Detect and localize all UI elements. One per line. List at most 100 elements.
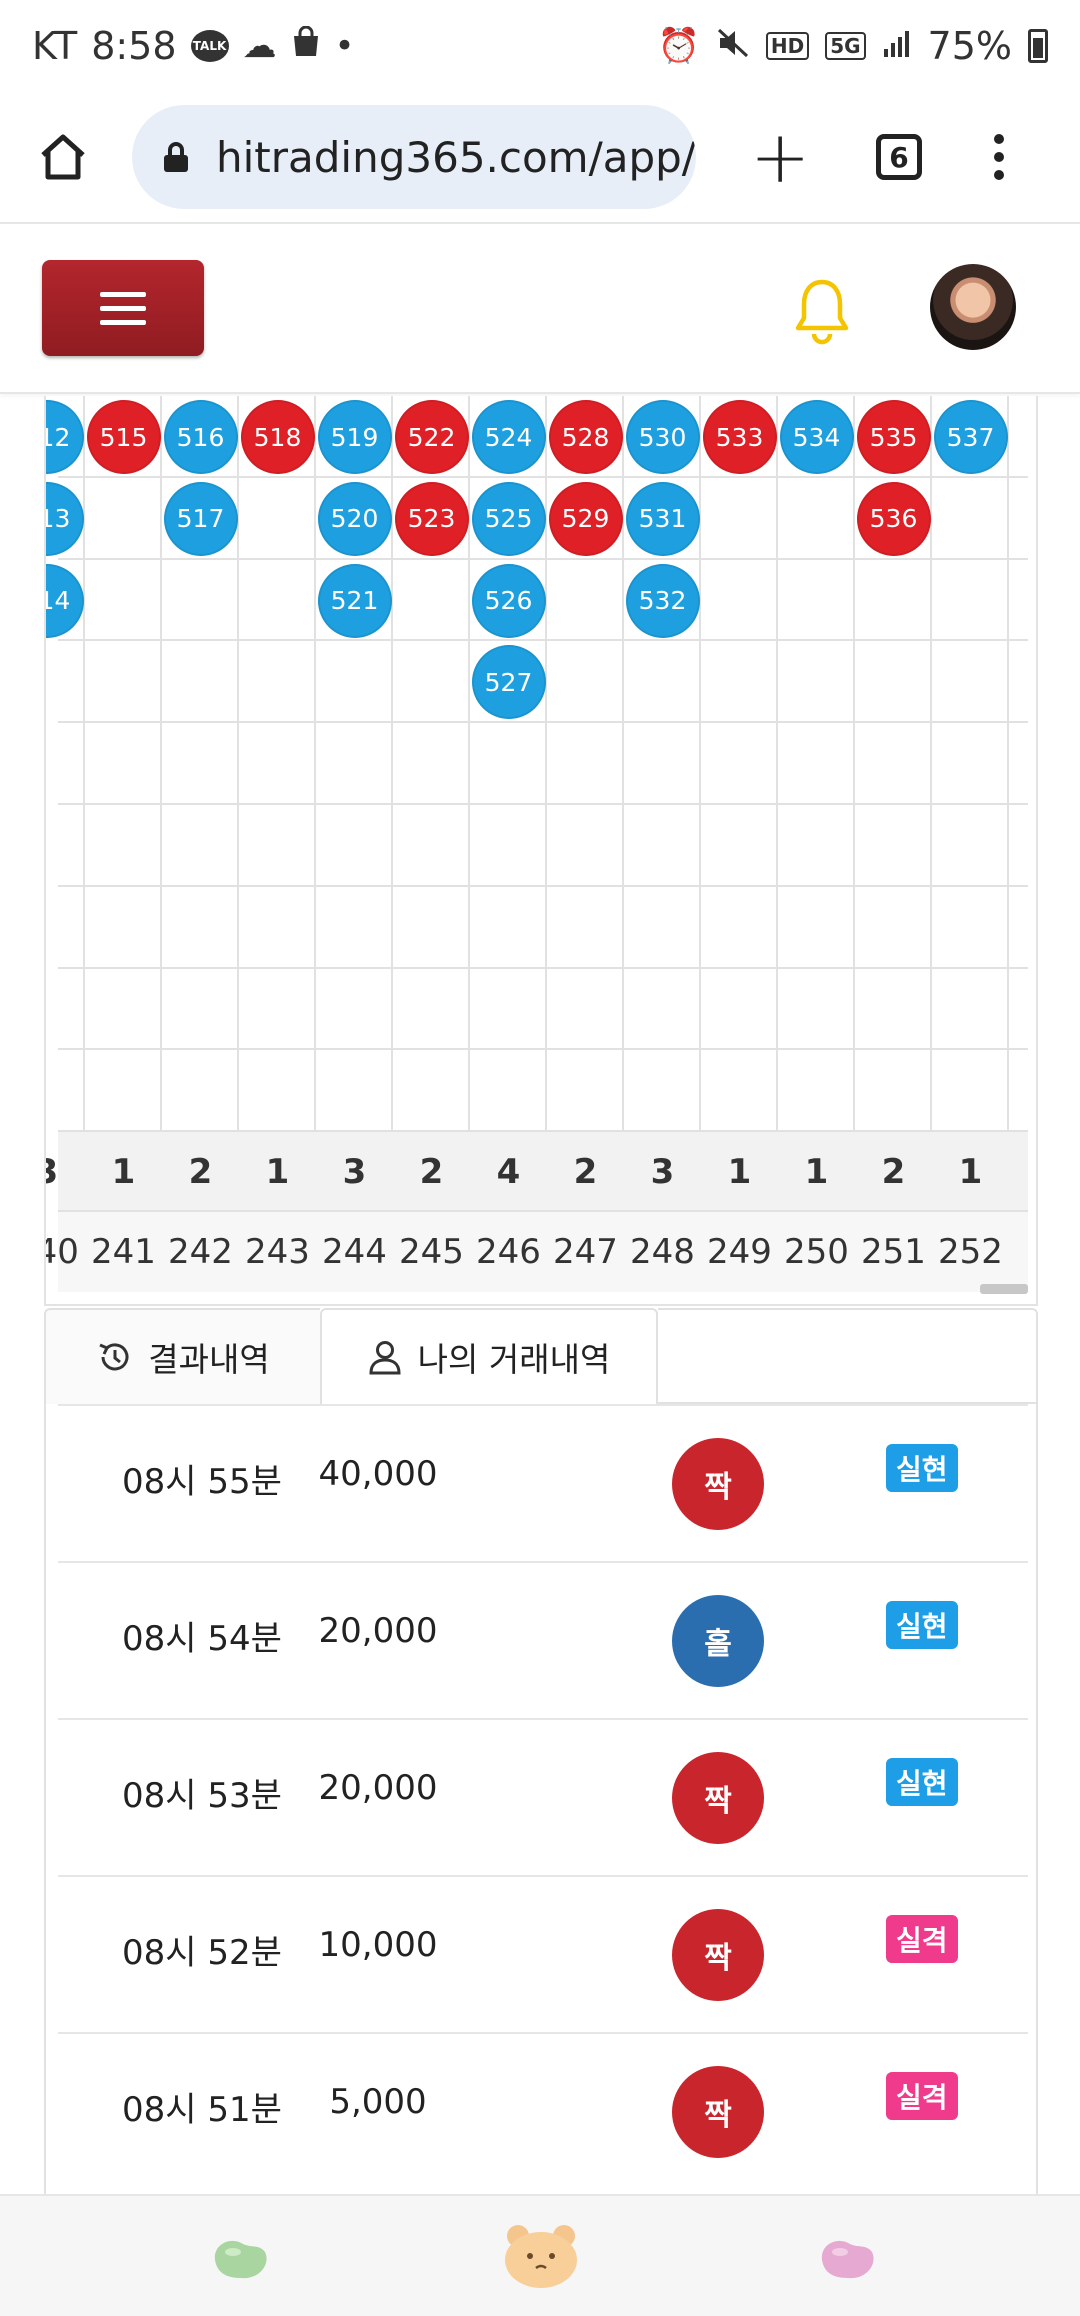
home-button[interactable] — [28, 122, 98, 192]
menu-dot-icon — [994, 134, 1004, 144]
grid-row-line — [58, 396, 1028, 478]
round-row: 240 241 242 243 244 245 246 247 248 249 250 251 252 — [46, 1212, 1028, 1292]
grid-column-line — [46, 396, 85, 1132]
address-bar[interactable]: hitrading365.com/app/b — [132, 105, 696, 209]
column-count: 3 — [46, 1132, 85, 1212]
column-count: 3 — [650, 1152, 675, 1192]
bead-red: 536 — [856, 481, 931, 556]
trade-time: 08시 54분 — [122, 1619, 282, 1659]
grid-row-line — [58, 396, 1028, 805]
menu-dot-icon — [994, 152, 1004, 162]
bead-blue: 532 — [625, 563, 700, 638]
trade-amount: 40,000 — [318, 1454, 438, 1494]
trade-history-list: 08시 55분 40,000 짝 실현 08시 54분 20,000 홀 실현 08시 53분 2… — [44, 1404, 1038, 2194]
result-badge: 실격 — [886, 1915, 958, 1963]
bead-blue: 524 — [471, 400, 546, 474]
history-icon — [99, 1343, 129, 1371]
grid-row-line — [58, 396, 1028, 560]
trade-pick: 짝 — [672, 1752, 764, 1844]
grid-column-line — [239, 396, 316, 1132]
grid-row-line — [58, 396, 1028, 724]
trade-pick: 짝 — [672, 1909, 764, 2001]
browser-toolbar: hitrading365.com/app/b + 6 — [0, 92, 1080, 224]
hamburger-line — [100, 319, 146, 325]
signal-icon — [882, 24, 912, 68]
lock-icon — [164, 142, 188, 172]
history-row: 08시 51분 5,000 짝 실격 — [58, 2032, 1028, 2189]
hamburger-menu-button[interactable] — [42, 260, 204, 356]
bead-blue: 516 — [163, 400, 238, 474]
cloud-icon: ☁ — [242, 26, 277, 66]
column-count: 2 — [881, 1152, 906, 1192]
user-icon — [369, 1341, 401, 1375]
pink-bean-icon[interactable] — [812, 2222, 882, 2292]
new-tab-button[interactable]: + — [750, 115, 811, 199]
bead-red: 522 — [394, 400, 469, 474]
trade-amount: 20,000 — [318, 1768, 438, 1808]
bead-red: 529 — [548, 481, 623, 556]
bear-icon[interactable] — [500, 2218, 582, 2292]
bead-blue: 537 — [933, 400, 1008, 474]
bead-road-board: 5125135145155165175185195205215225235245… — [44, 396, 1038, 1306]
menu-dot-icon — [994, 170, 1004, 180]
history-row: 08시 53분 20,000 짝 실현 — [58, 1718, 1028, 1875]
bead-red: 515 — [86, 400, 161, 474]
bead-blue: 525 — [471, 481, 546, 556]
grid-row-line — [58, 396, 1028, 642]
round-number: 248 — [630, 1232, 695, 1272]
network-icon: 5G — [825, 32, 866, 60]
green-bean-icon[interactable] — [205, 2222, 275, 2292]
grid-column-line — [932, 396, 1009, 1132]
trade-time: 08시 51분 — [122, 2090, 282, 2130]
grid-row-line — [58, 396, 1028, 887]
column-count: 2 — [188, 1152, 213, 1192]
bead-blue: 531 — [625, 481, 700, 556]
result-badge: 실격 — [886, 2072, 958, 2120]
bead-red: 518 — [240, 400, 315, 474]
browser-menu-button[interactable] — [994, 134, 1004, 180]
hamburger-line — [100, 291, 146, 297]
column-count: 2 — [419, 1152, 444, 1192]
tab-results-label: 결과내역 — [148, 1340, 270, 1379]
round-number: 249 — [707, 1232, 772, 1272]
column-count: 4 — [496, 1152, 521, 1192]
bead-blue: 521 — [317, 563, 392, 638]
tab-bar-spacer — [658, 1308, 1038, 1404]
hamburger-line — [100, 305, 146, 311]
grid-column-line — [85, 396, 162, 1132]
bead-grid: 5125135145155165175185195205215225235245… — [46, 396, 1028, 1133]
trade-amount: 10,000 — [318, 1925, 438, 1965]
shopping-bag-icon — [291, 25, 321, 67]
result-badge: 실현 — [886, 1601, 958, 1649]
bell-icon[interactable] — [792, 276, 852, 346]
result-badge: 실현 — [886, 1758, 958, 1806]
column-count: 2 — [573, 1152, 598, 1192]
trade-amount: 20,000 — [318, 1611, 438, 1651]
bead-red: 528 — [548, 400, 623, 474]
grid-row-line — [58, 396, 1028, 1051]
trade-time: 08시 52분 — [122, 1933, 282, 1973]
trade-time: 08시 55분 — [122, 1462, 282, 1502]
tab-my-trades-label: 나의 거래내역 — [417, 1340, 611, 1379]
carrier-label: KT — [32, 24, 78, 68]
round-number: 245 — [399, 1232, 464, 1272]
bead-blue: 527 — [471, 645, 546, 720]
user-avatar[interactable] — [930, 264, 1016, 350]
bottom-nav — [0, 2194, 1080, 2316]
battery-percent: 75% — [927, 24, 1012, 68]
grid-column-line — [470, 396, 547, 1132]
result-badge: 실현 — [886, 1444, 958, 1492]
trade-amount: 5,000 — [329, 2082, 427, 2122]
grid-column-line — [547, 396, 624, 1132]
history-tabs: 결과내역 나의 거래내역 — [44, 1308, 1038, 1406]
trade-pick: 짝 — [672, 2066, 764, 2158]
round-number: 242 — [168, 1232, 233, 1272]
tab-results[interactable]: 결과내역 — [44, 1308, 320, 1404]
horizontal-scrollbar[interactable] — [980, 1284, 1028, 1294]
tab-switcher-button[interactable]: 6 — [876, 134, 922, 180]
round-number: 240 — [46, 1232, 79, 1272]
grid-column-line — [316, 396, 393, 1132]
column-count: 1 — [958, 1152, 983, 1192]
bead-blue: 534 — [779, 400, 854, 474]
tab-my-trades[interactable]: 나의 거래내역 — [320, 1308, 658, 1406]
